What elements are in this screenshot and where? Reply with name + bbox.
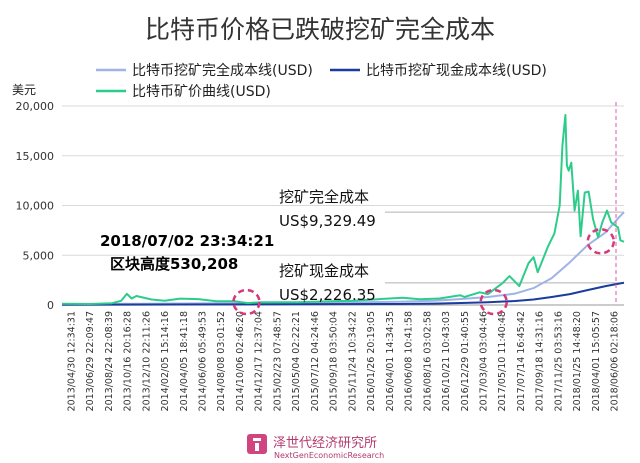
legend-label-full-cost: 比特币挖矿完全成本线(USD) [132,62,313,79]
brand-logo-icon-mark-stem [255,443,259,451]
y-tick-label: 0 [47,299,54,312]
x-tick-label: 2017/07/14 16:45:42 [516,311,527,411]
legend-label-cash-cost: 比特币挖矿现金成本线(USD) [366,63,547,79]
annotation-block-time: 2018/07/02 23:34:21 [100,232,274,250]
x-tick-label: 2014/06/06 05:49:53 [198,311,209,411]
x-tick-label: 2016/10/21 10:43:03 [441,311,452,411]
x-tick-label: 2014/04/05 18:41:18 [179,311,190,411]
annotation-full-cost-value: US$9,329.49 [279,212,376,230]
y-axis-ticks: 0 5,000 10,000 15,000 20,000 [16,100,55,312]
annotation-cash-cost-title: 挖矿现金成本 [279,262,369,280]
x-tick-label: 2016/06/08 10:41:58 [404,311,415,411]
x-tick-label: 2018/01/25 14:48:20 [572,311,583,411]
annotation-block-info: 2018/07/02 23:34:21 区块高度530,208 [100,232,274,273]
x-tick-label: 2013/12/10 22:11:26 [141,311,152,411]
legend-item-full-cost: 比特币挖矿完全成本线(USD) [96,62,313,79]
brand-logo-icon-mark-top [253,438,261,441]
x-tick-label: 2016/04/01 14:34:35 [385,311,396,411]
y-tick-label: 20,000 [16,100,55,113]
x-tick-label: 2017/11/25 03:53:16 [553,311,564,411]
legend: 比特币挖矿完全成本线(USD) 比特币挖矿现金成本线(USD) 比特币矿价曲线(… [96,62,547,100]
highlight-ellipse [232,288,261,316]
y-axis-unit-label: 美元 [12,83,36,97]
highlight-ellipse [479,288,508,316]
y-tick-label: 10,000 [16,200,55,213]
x-tick-label: 2016/01/26 20:19:05 [366,311,377,411]
annotation-full-cost: 挖矿完全成本 US$9,329.49 [279,188,376,230]
x-tick-label: 2016/08/16 03:02:58 [422,311,433,411]
x-tick-label: 2013/06/29 22:09:47 [85,311,96,411]
series-full-cost-line [61,211,625,306]
x-tick-label: 2017/05/10 11:40:48 [497,311,508,411]
x-tick-label: 2015/09/18 03:50:04 [329,311,340,411]
x-tick-label: 2018/06/06 02:18:06 [610,311,621,411]
brand-name-cn: 泽世代经济研究所 [273,436,377,451]
highlight-markers [232,102,617,316]
y-tick-label: 5,000 [23,249,55,262]
x-tick-label: 2017/03/04 03:04:46 [479,311,490,411]
series-cash-cost-line [61,281,625,306]
x-tick-label: 2015/02/23 07:48:57 [272,311,283,411]
x-tick-label: 2015/07/12 04:24:46 [310,311,321,411]
annotation-leaders [385,211,624,284]
x-axis-ticks: 2013/04/30 12:34:31 2013/06/29 22:09:47 20… [66,311,620,411]
annotation-block-height: 区块高度530,208 [110,255,238,273]
y-tick-label: 15,000 [16,150,55,163]
x-tick-label: 2013/10/16 20:16:28 [123,311,134,411]
x-tick-label: 2014/12/17 12:37:04 [254,311,265,411]
annotation-full-cost-title: 挖矿完全成本 [279,188,369,206]
x-tick-label: 2014/10/06 02:46:20 [235,311,246,411]
series-lines [61,114,625,306]
x-tick-label: 2013/04/30 12:34:31 [66,311,77,411]
annotation-cash-cost-value: US$2,226.35 [279,286,376,304]
legend-item-cash-cost: 比特币挖矿现金成本线(USD) [330,63,547,79]
brand-name-en: NextGenEconomicResearch [274,451,384,460]
annotation-cash-cost: 挖矿现金成本 US$2,226.35 [279,262,376,304]
legend-label-price: 比特币矿价曲线(USD) [132,84,271,100]
legend-item-price: 比特币矿价曲线(USD) [96,84,271,100]
series-price-line [61,114,625,305]
x-tick-label: 2017/09/18 14:31:16 [535,311,546,411]
chart-title: 比特币价格已跌破挖矿完全成本 [145,15,495,44]
x-tick-label: 2013/08/24 22:08:39 [104,311,115,411]
x-tick-label: 2014/02/05 15:14:16 [160,311,171,411]
x-tick-label: 2014/08/08 03:01:52 [216,311,227,411]
x-tick-label: 2016/12/29 01:40:55 [460,311,471,411]
x-tick-label: 2015/11/24 10:34:22 [347,311,358,411]
x-tick-label: 2015/05/04 02:22:21 [291,311,302,411]
highlight-ellipse [586,228,616,255]
x-tick-label: 2018/04/01 15:05:57 [591,311,602,411]
brand-logo: 泽世代经济研究所 NextGenEconomicResearch [247,434,384,460]
